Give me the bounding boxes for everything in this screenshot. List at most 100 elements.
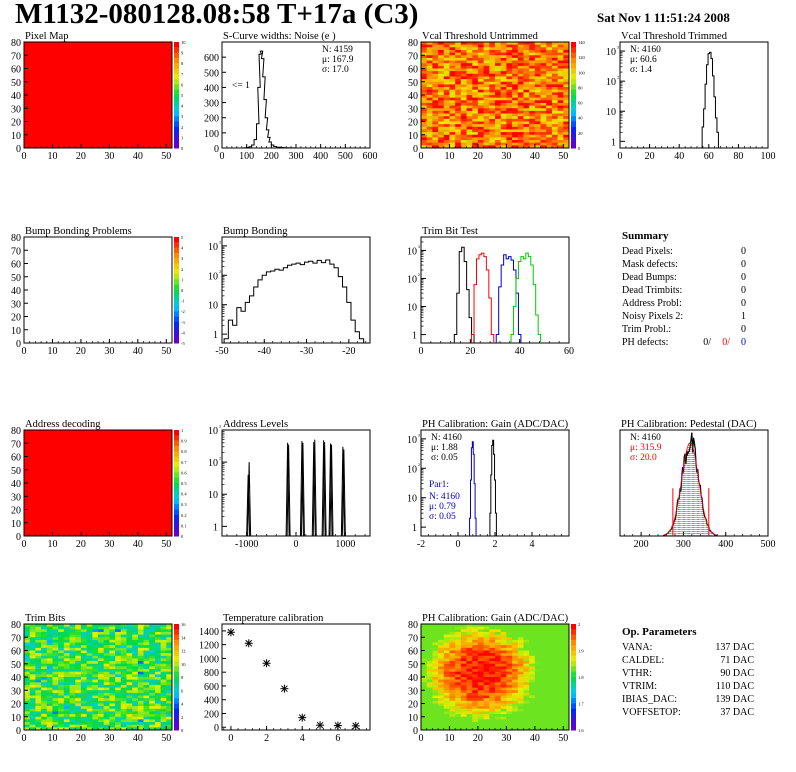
heatmap-cell xyxy=(46,708,53,712)
heatmap-cell xyxy=(517,73,524,77)
heatmap-cell xyxy=(466,124,473,128)
x-tick-label: -2 xyxy=(417,539,425,550)
heatmap-cell xyxy=(551,63,559,67)
heatmap-cell xyxy=(551,700,559,704)
heatmap-cell xyxy=(149,671,156,675)
x-tick-label: 10 xyxy=(47,539,57,550)
heatmap-cell xyxy=(534,95,542,99)
heatmap-cell xyxy=(46,695,53,699)
heatmap-cell xyxy=(109,639,116,644)
heatmap-cell xyxy=(92,637,99,641)
heatmap-cell xyxy=(58,679,65,683)
heatmap-cell xyxy=(460,129,468,133)
heatmap-cell xyxy=(120,692,127,697)
heatmap-cell xyxy=(489,79,496,83)
heatmap-cell xyxy=(466,132,473,136)
heatmap-cell xyxy=(472,126,479,130)
heatmap-cell xyxy=(534,674,542,678)
heatmap-cell xyxy=(551,108,559,112)
heatmap-fill xyxy=(24,42,172,148)
x-tick-label: 20 xyxy=(465,346,475,357)
heatmap-cell xyxy=(534,650,542,654)
heatmap-cell xyxy=(472,692,479,697)
heatmap-cell xyxy=(63,684,71,689)
heatmap-cell xyxy=(477,677,485,681)
heatmap-cell xyxy=(546,684,553,689)
heatmap-cell xyxy=(563,666,570,670)
heatmap-cell xyxy=(460,655,468,659)
heatmap-cell xyxy=(432,105,439,109)
heatmap-cell xyxy=(540,63,547,67)
heatmap-cell xyxy=(166,690,173,694)
heatmap-cell xyxy=(154,631,162,636)
color-scale-label: 0.7 xyxy=(181,460,187,465)
heatmap-cell xyxy=(477,47,485,51)
heatmap-cell xyxy=(551,634,559,638)
heatmap-cell xyxy=(426,140,433,144)
heatmap-cell xyxy=(46,674,53,678)
data-point xyxy=(244,639,253,648)
heatmap-cell xyxy=(29,624,36,628)
heatmap-cell xyxy=(506,677,513,681)
heatmap-cell xyxy=(132,663,139,667)
heatmap-cell xyxy=(460,706,468,710)
heatmap-cell xyxy=(443,142,450,146)
heatmap-cell xyxy=(551,722,559,726)
heatmap-cell xyxy=(115,642,122,646)
heatmap-cell xyxy=(557,52,564,56)
heatmap-cell xyxy=(35,639,42,644)
heatmap-cell xyxy=(455,60,462,64)
heatmap-cell xyxy=(506,655,513,659)
heatmap-cell xyxy=(517,137,524,141)
heatmap-cell xyxy=(41,703,48,707)
heatmap-cell xyxy=(443,677,450,681)
stats-line: Par1: xyxy=(429,480,449,490)
x-tick-label: 20 xyxy=(76,733,86,744)
heatmap-cell xyxy=(500,95,507,99)
heatmap-cell xyxy=(120,655,127,659)
heatmap-cell xyxy=(512,81,519,85)
heatmap-cell xyxy=(551,679,559,683)
heatmap-cell xyxy=(477,682,485,686)
heatmap-cell xyxy=(477,102,485,107)
heatmap-cell xyxy=(523,97,530,101)
heatmap-cell xyxy=(517,674,524,678)
heatmap-cell xyxy=(137,692,145,697)
heatmap-cell xyxy=(506,124,513,128)
heatmap-cell xyxy=(166,631,173,636)
heatmap-cell xyxy=(557,708,564,712)
heatmap-cell xyxy=(432,52,439,56)
color-scale-label: 16 xyxy=(181,622,186,627)
heatmap-cell xyxy=(540,129,547,133)
heatmap-cell xyxy=(534,716,542,720)
heatmap-cell xyxy=(557,642,564,646)
heatmap-cell xyxy=(551,724,559,728)
heatmap-cell xyxy=(126,666,133,670)
heatmap-cell xyxy=(512,132,519,136)
heatmap-cell xyxy=(149,658,156,662)
heatmap-cell xyxy=(137,647,145,651)
heatmap-cell xyxy=(103,629,110,633)
heatmap-cell xyxy=(540,47,547,51)
heatmap-cell xyxy=(426,97,433,101)
heatmap-cell xyxy=(41,682,48,686)
heatmap-cell xyxy=(500,97,507,101)
heatmap-cell xyxy=(466,716,473,720)
heatmap-cell xyxy=(449,145,456,149)
heatmap-cell xyxy=(149,631,156,636)
heatmap-cell xyxy=(529,97,536,101)
color-scale-step xyxy=(174,332,179,339)
heatmap-cell xyxy=(29,706,36,710)
heatmap-cell xyxy=(472,706,479,710)
x-tick-label: 600 xyxy=(363,151,378,162)
heatmap-cell xyxy=(115,695,122,699)
heatmap-cell xyxy=(120,631,127,636)
y-tick-label: 1 xyxy=(213,330,218,341)
heatmap-cell xyxy=(489,706,496,710)
color-scale-label: 0 xyxy=(181,146,184,151)
heatmap-cell xyxy=(432,140,439,144)
heatmap-cell xyxy=(92,645,99,649)
heatmap-cell xyxy=(472,137,479,141)
heatmap-cell xyxy=(540,137,547,141)
heatmap-cell xyxy=(483,624,490,628)
